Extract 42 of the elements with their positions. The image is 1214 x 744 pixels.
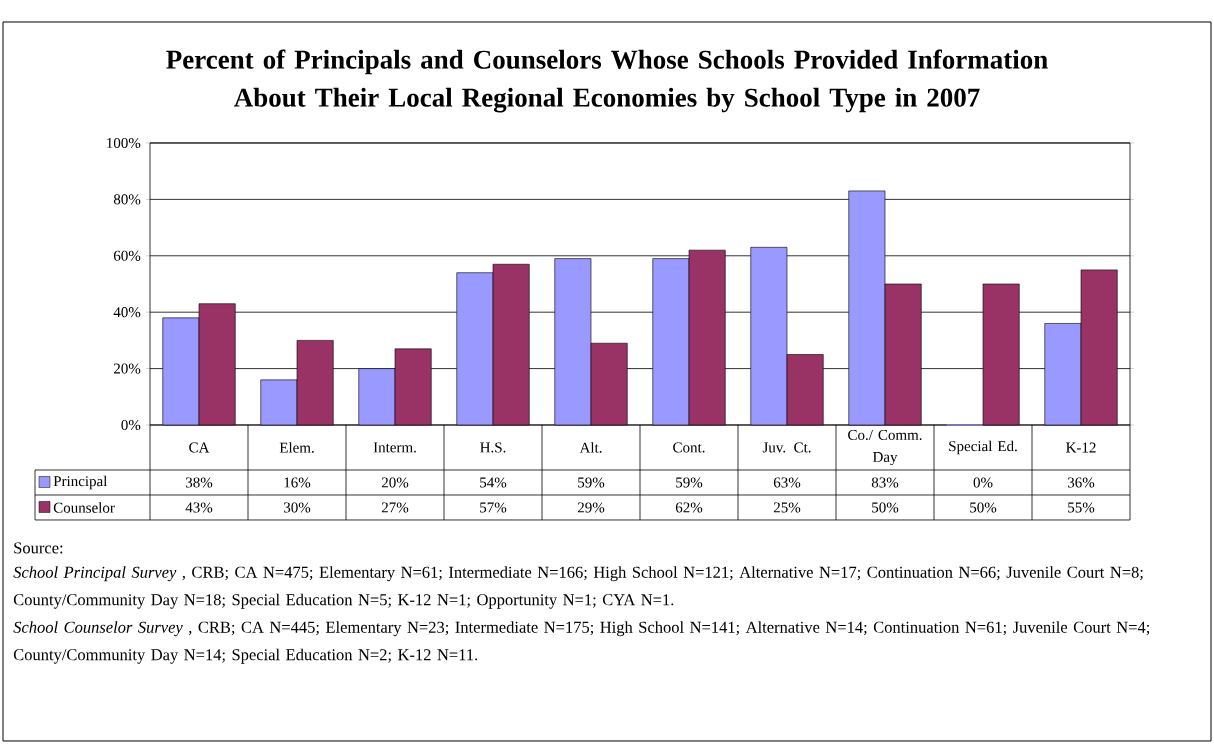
data-label: 27%: [381, 502, 409, 513]
legend-label: Counselor: [53, 502, 115, 513]
y-tick-label: 60%: [113, 250, 141, 261]
data-label: 20%: [381, 477, 409, 488]
data-label: 30%: [283, 502, 311, 513]
y-tick-label: 80%: [113, 194, 141, 205]
data-label: 57%: [480, 502, 507, 513]
data-label: 38%: [185, 477, 213, 488]
x-tick-label: Co./ Comm. Day: [848, 429, 922, 466]
data-label: 43%: [185, 502, 213, 513]
x-tick-label: Interm.: [373, 442, 416, 453]
data-label: 50%: [872, 502, 899, 513]
chart-title: Percent of Principals and Counselors Whose Schools Provided Information About Their Local Regional Economies by School Type in 2007: [166, 49, 1048, 113]
x-tick-label: H.S.: [480, 442, 506, 453]
data-label: 0%: [973, 477, 993, 488]
data-label: 25%: [773, 502, 801, 513]
data-label: 16%: [284, 477, 311, 488]
legend-label: Principal: [53, 475, 108, 490]
data-label: 36%: [1067, 477, 1095, 488]
x-tick-label: Alt.: [579, 442, 602, 453]
data-label: 54%: [480, 477, 507, 488]
data-label: 83%: [871, 477, 899, 488]
x-tick-label: Juv. Ct.: [762, 442, 811, 453]
data-label: 59%: [676, 477, 703, 488]
text: School Counselor Survey , CRB; CA N=445; Elementary N=23; Intermediate N=175; High School N=141; Alternative N=14; Continuation N=61; Juvenile Court N=4; County/Community Day N=14; Special Education N=2; K-12 N=11.: [13, 621, 1150, 664]
x-tick-label: Elem.: [279, 442, 314, 453]
source-note: Source:: [14, 542, 63, 554]
data-label: 55%: [1068, 502, 1095, 513]
y-tick-label: 0%: [121, 419, 141, 431]
data-label: 63%: [773, 477, 801, 488]
data-label: 62%: [675, 502, 703, 513]
x-tick-label: Special Ed.: [949, 440, 1017, 455]
y-tick-label: 40%: [113, 307, 141, 318]
y-tick-label: 20%: [113, 363, 141, 374]
x-tick-label: K-12: [1066, 442, 1096, 453]
data-label: 59%: [578, 477, 605, 488]
y-tick-label: 100%: [107, 137, 141, 149]
x-tick-label: Cont.: [673, 442, 705, 453]
x-tick-label: CA: [189, 442, 210, 453]
data-label: 50%: [970, 502, 997, 513]
text: School Principal Survey , CRB; CA N=475; Elementary N=61; Intermediate N=166; High School N=121; Alternative N=17; Continuation N=66; Juvenile Court N=8; County/Community Day N=18; Special Education N=5; K-12 N=1; Opportunity N=1; CYA N=1.: [13, 566, 1143, 609]
data-label: 29%: [577, 502, 605, 513]
